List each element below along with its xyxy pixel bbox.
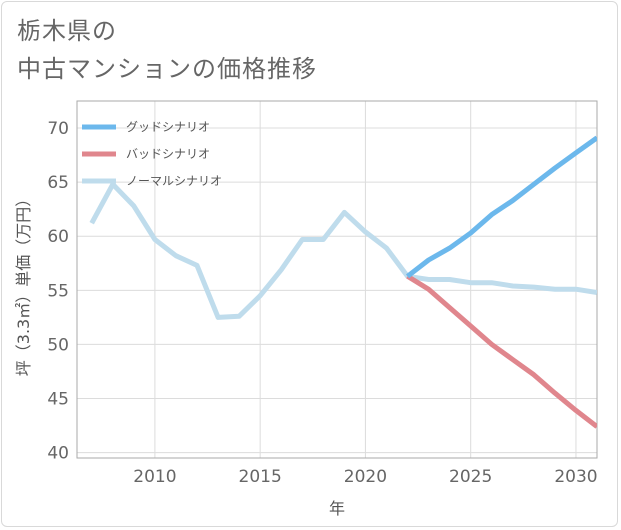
y-tick-label: 40 [47, 444, 69, 464]
y-tick-label: 65 [47, 173, 69, 193]
series-line-0 [405, 135, 597, 279]
x-tick-label: 2020 [344, 467, 387, 487]
x-tick-label: 2015 [239, 467, 282, 487]
y-axis-label: 坪（3.3㎡）単価（万円） [14, 191, 33, 376]
axis-ticks: 2010 2015 2020 2025 2030 40 45 50 55 60 65 70 [47, 119, 597, 487]
chart-title: 栃木県の 中古マンションの価格推移 [17, 12, 317, 88]
x-tick-label: 2025 [449, 467, 492, 487]
y-tick-label: 60 [47, 227, 69, 247]
y-tick-label: 50 [47, 335, 69, 355]
series-line-1 [406, 274, 597, 429]
plot-area [76, 100, 598, 459]
x-tick-label: 2010 [133, 467, 176, 487]
y-tick-label: 55 [47, 281, 69, 301]
y-tick-label: 45 [47, 390, 69, 410]
legend-label: バッドシナリオ [126, 147, 210, 161]
legend-label: グッドシナリオ [126, 120, 210, 134]
series-layer [89, 135, 597, 429]
title-line-1: 栃木県の [17, 17, 117, 45]
series-line-2 [89, 181, 597, 320]
y-tick-label: 70 [47, 119, 69, 139]
x-axis-label: 年 [329, 499, 345, 518]
legend-label: ノーマルシナリオ [126, 174, 222, 188]
title-line-2: 中古マンションの価格推移 [17, 55, 317, 83]
grid-lines [77, 101, 597, 458]
x-tick-label: 2030 [554, 467, 597, 487]
